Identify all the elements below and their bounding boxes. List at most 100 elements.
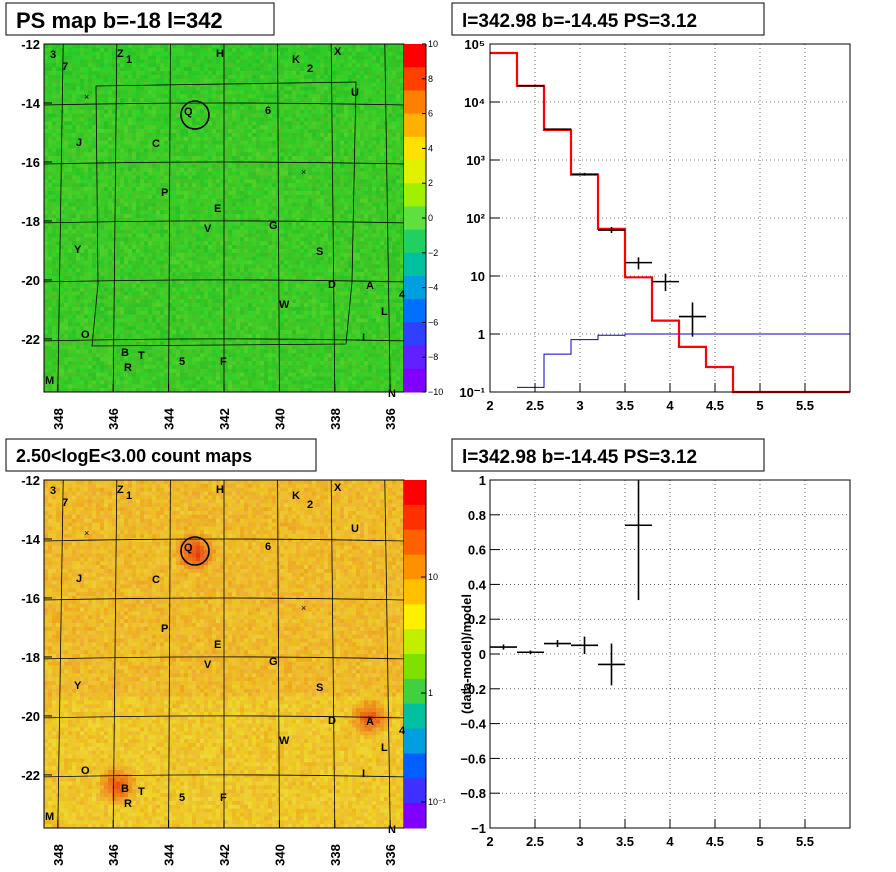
heatmap-cell (92, 314, 97, 319)
heatmap-cell (88, 117, 93, 122)
heatmap-cell (84, 125, 89, 130)
heatmap-cell (212, 237, 217, 242)
heatmap-cell (192, 175, 197, 180)
heatmap-cell (236, 330, 241, 335)
heatmap-cell (96, 233, 101, 238)
heatmap-cell (88, 171, 93, 176)
heatmap-cell (76, 74, 81, 80)
heatmap-cell (204, 218, 209, 223)
heatmap-cell (228, 44, 233, 49)
heatmap-cell (224, 357, 229, 362)
heatmap-cell (176, 86, 181, 91)
heatmap-cell (204, 167, 209, 172)
heatmap-cell (76, 144, 81, 149)
heatmap-cell (136, 295, 141, 300)
heatmap-cell (168, 248, 173, 254)
heatmap-cell (132, 198, 137, 203)
heatmap-cell (260, 129, 265, 134)
heatmap-cell (204, 82, 209, 87)
heatmap-cell (76, 218, 81, 223)
heatmap-cell (148, 194, 153, 199)
heatmap-cell (156, 71, 161, 76)
heatmap-cell (192, 310, 197, 315)
heatmap-cell (196, 276, 201, 281)
heatmap-cell (148, 268, 153, 273)
heatmap-cell (52, 105, 57, 111)
heatmap-cell (96, 353, 101, 358)
heatmap-cell (200, 67, 205, 72)
heatmap-cell (124, 287, 129, 292)
heatmap-cell (176, 345, 181, 350)
heatmap-cell (80, 303, 85, 308)
heatmap-cell (228, 276, 233, 281)
heatmap-cell (44, 318, 49, 323)
heatmap-cell (60, 372, 65, 377)
heatmap-cell (108, 303, 113, 308)
heatmap-cell (216, 167, 221, 172)
heatmap-cell (172, 283, 177, 288)
heatmap-cell (108, 283, 113, 288)
heatmap-cell (228, 303, 233, 308)
heatmap-cell (228, 237, 233, 242)
heatmap-cell (68, 283, 73, 288)
heatmap-cell (172, 241, 177, 246)
heatmap-cell (204, 148, 209, 153)
heatmap-cell (236, 221, 241, 227)
heatmap-cell (84, 326, 89, 331)
heatmap-cell (100, 105, 105, 111)
heatmap-cell (240, 136, 245, 141)
heatmap-cell (88, 306, 93, 312)
heatmap-cell (80, 71, 85, 76)
heatmap-cell (204, 102, 209, 107)
heatmap-cell (172, 337, 177, 343)
heatmap-cell (208, 102, 213, 107)
heatmap-cell (68, 156, 73, 161)
heatmap-cell (132, 71, 137, 76)
heatmap-cell (72, 241, 77, 246)
heatmap-cell (260, 44, 265, 49)
heatmap-cell (56, 55, 61, 60)
heatmap-cell (68, 314, 73, 319)
heatmap-cell (192, 94, 197, 99)
heatmap-cell (244, 252, 249, 257)
heatmap-cell (224, 109, 229, 114)
heatmap-cell (188, 357, 193, 362)
heatmap-cell (64, 148, 69, 153)
heatmap-cell (208, 357, 213, 362)
heatmap-cell (124, 326, 129, 331)
heatmap-cell (96, 376, 101, 381)
heatmap-cell (260, 256, 265, 261)
heatmap-cell (160, 326, 165, 331)
heatmap-cell (204, 105, 209, 111)
heatmap-cell (128, 152, 133, 157)
heatmap-cell (56, 156, 61, 161)
heatmap-cell (192, 248, 197, 254)
heatmap-cell (48, 268, 53, 273)
heatmap-cell (60, 322, 65, 327)
heatmap-cell (152, 102, 157, 107)
heatmap-cell (80, 167, 85, 172)
heatmap-cell (180, 276, 185, 281)
heatmap-cell (100, 272, 105, 277)
heatmap-cell (224, 276, 229, 281)
heatmap-cell (60, 252, 65, 257)
heatmap-cell (212, 132, 217, 138)
heatmap-cell (180, 349, 185, 354)
heatmap-cell (228, 179, 233, 184)
heatmap-cell (200, 206, 205, 211)
heatmap-cell (196, 295, 201, 300)
heatmap-cell (88, 105, 93, 111)
heatmap-cell (224, 206, 229, 211)
heatmap-cell (108, 98, 113, 103)
heatmap-cell (220, 59, 225, 64)
heatmap-cell (136, 94, 141, 99)
heatmap-cell (220, 361, 225, 366)
heatmap-cell (100, 225, 105, 230)
heatmap-cell (136, 341, 141, 346)
heatmap-cell (228, 334, 233, 339)
heatmap-cell (120, 237, 125, 242)
heatmap-cell (56, 94, 61, 99)
heatmap-cell (228, 102, 233, 107)
heatmap-cell (56, 326, 61, 331)
heatmap-cell (140, 187, 145, 192)
